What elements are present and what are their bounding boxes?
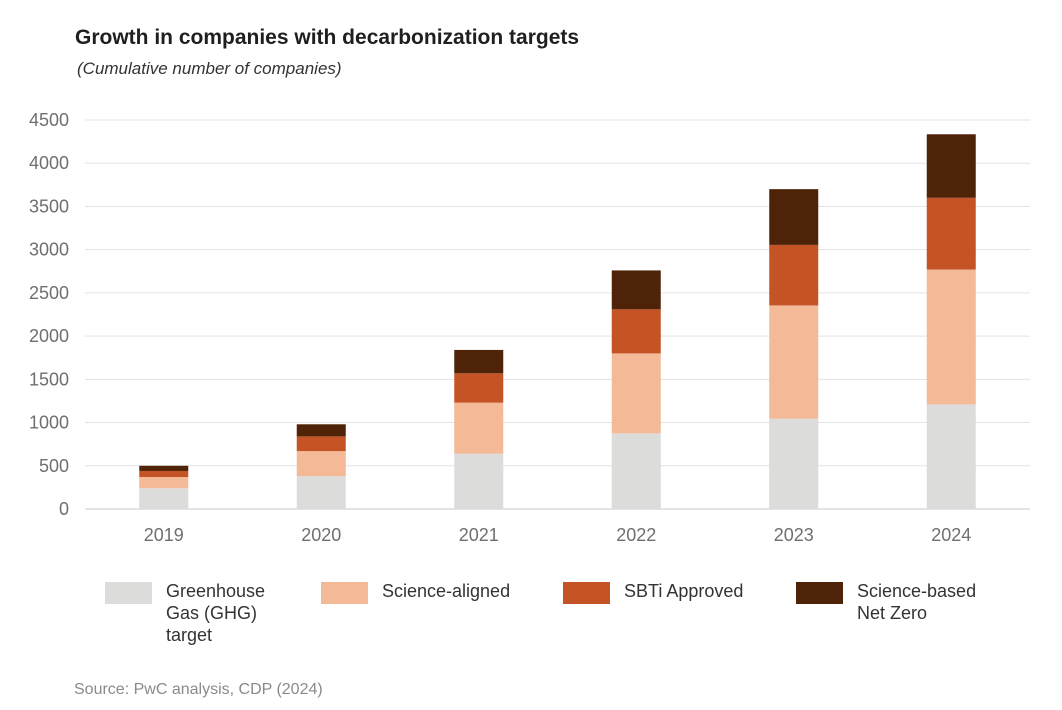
y-tick-label: 500	[39, 456, 69, 476]
chart-title: Growth in companies with decarbonization…	[75, 26, 580, 49]
legend-item: Science-aligned	[321, 580, 510, 604]
bar-segment-2019-series-1	[139, 477, 189, 489]
bar-segment-2023-series-2	[769, 244, 819, 306]
x-tick-label: 2024	[931, 525, 971, 545]
source-note: Source: PwC analysis, CDP (2024)	[74, 681, 323, 698]
stacked-bar-chart: 0 500 1000 1500 2000 2500 3000 3500 4000 4500 2019…	[29, 110, 1030, 545]
bar-segment-2020-series-1	[296, 451, 346, 477]
legend-label: Science-aligned	[382, 581, 511, 601]
y-tick-label: 0	[59, 499, 69, 519]
y-tick-label: 2500	[29, 283, 69, 303]
bar-segment-2022-series-2	[611, 309, 661, 354]
chart-subtitle: (Cumulative number of companies)	[77, 59, 342, 78]
legend-label: Greenhouse Gas (GHG) target	[166, 581, 266, 645]
bar-segment-2023-series-0	[769, 418, 819, 509]
y-tick-label: 1000	[29, 413, 69, 433]
bar-segment-2024-series-2	[926, 197, 976, 270]
bar-segment-2022-series-0	[611, 433, 661, 509]
legend-item: SBTi Approved	[563, 580, 743, 604]
y-tick-label: 4500	[29, 110, 69, 130]
x-tick-label: 2023	[774, 525, 814, 545]
bar-segment-2019-series-2	[139, 470, 189, 478]
bar-segment-2021-series-0	[454, 453, 504, 509]
bar-segment-2020-series-2	[296, 436, 346, 452]
y-tick-label: 1500	[29, 369, 69, 389]
legend-swatch	[796, 582, 843, 604]
bar-segment-2023-series-1	[769, 305, 819, 419]
bar-segment-2020-series-0	[296, 476, 346, 509]
legend-item: Greenhouse Gas (GHG) target	[105, 580, 265, 646]
x-tick-label: 2019	[144, 525, 184, 545]
bar-segment-2022-series-3	[611, 270, 661, 310]
bar-segment-2024-series-0	[926, 404, 976, 509]
legend-swatch	[105, 582, 152, 604]
y-tick-label: 3000	[29, 240, 69, 260]
bar-segment-2019-series-0	[139, 488, 189, 509]
legend-swatch	[321, 582, 368, 604]
bar-segment-2023-series-3	[769, 189, 819, 245]
y-tick-label: 3500	[29, 196, 69, 216]
bar-segment-2024-series-3	[926, 134, 976, 198]
bar-segment-2024-series-1	[926, 269, 976, 405]
bar-segment-2022-series-1	[611, 353, 661, 434]
legend-label: Science-based Net Zero	[857, 581, 977, 623]
y-tick-label: 2000	[29, 326, 69, 346]
x-tick-label: 2021	[459, 525, 499, 545]
bar-segment-2019-series-3	[139, 465, 189, 471]
legend-swatch	[563, 582, 610, 604]
x-tick-label: 2020	[301, 525, 341, 545]
x-tick-label: 2022	[616, 525, 656, 545]
y-tick-label: 4000	[29, 153, 69, 173]
bar-segment-2021-series-2	[454, 373, 504, 403]
legend-item: Science-based Net Zero	[796, 580, 976, 624]
bar-segment-2021-series-1	[454, 402, 504, 454]
bar-segment-2020-series-3	[296, 424, 346, 437]
bar-segment-2021-series-3	[454, 349, 504, 374]
chart-legend: Greenhouse Gas (GHG) target Science-align…	[0, 580, 1062, 660]
legend-label: SBTi Approved	[624, 581, 744, 601]
